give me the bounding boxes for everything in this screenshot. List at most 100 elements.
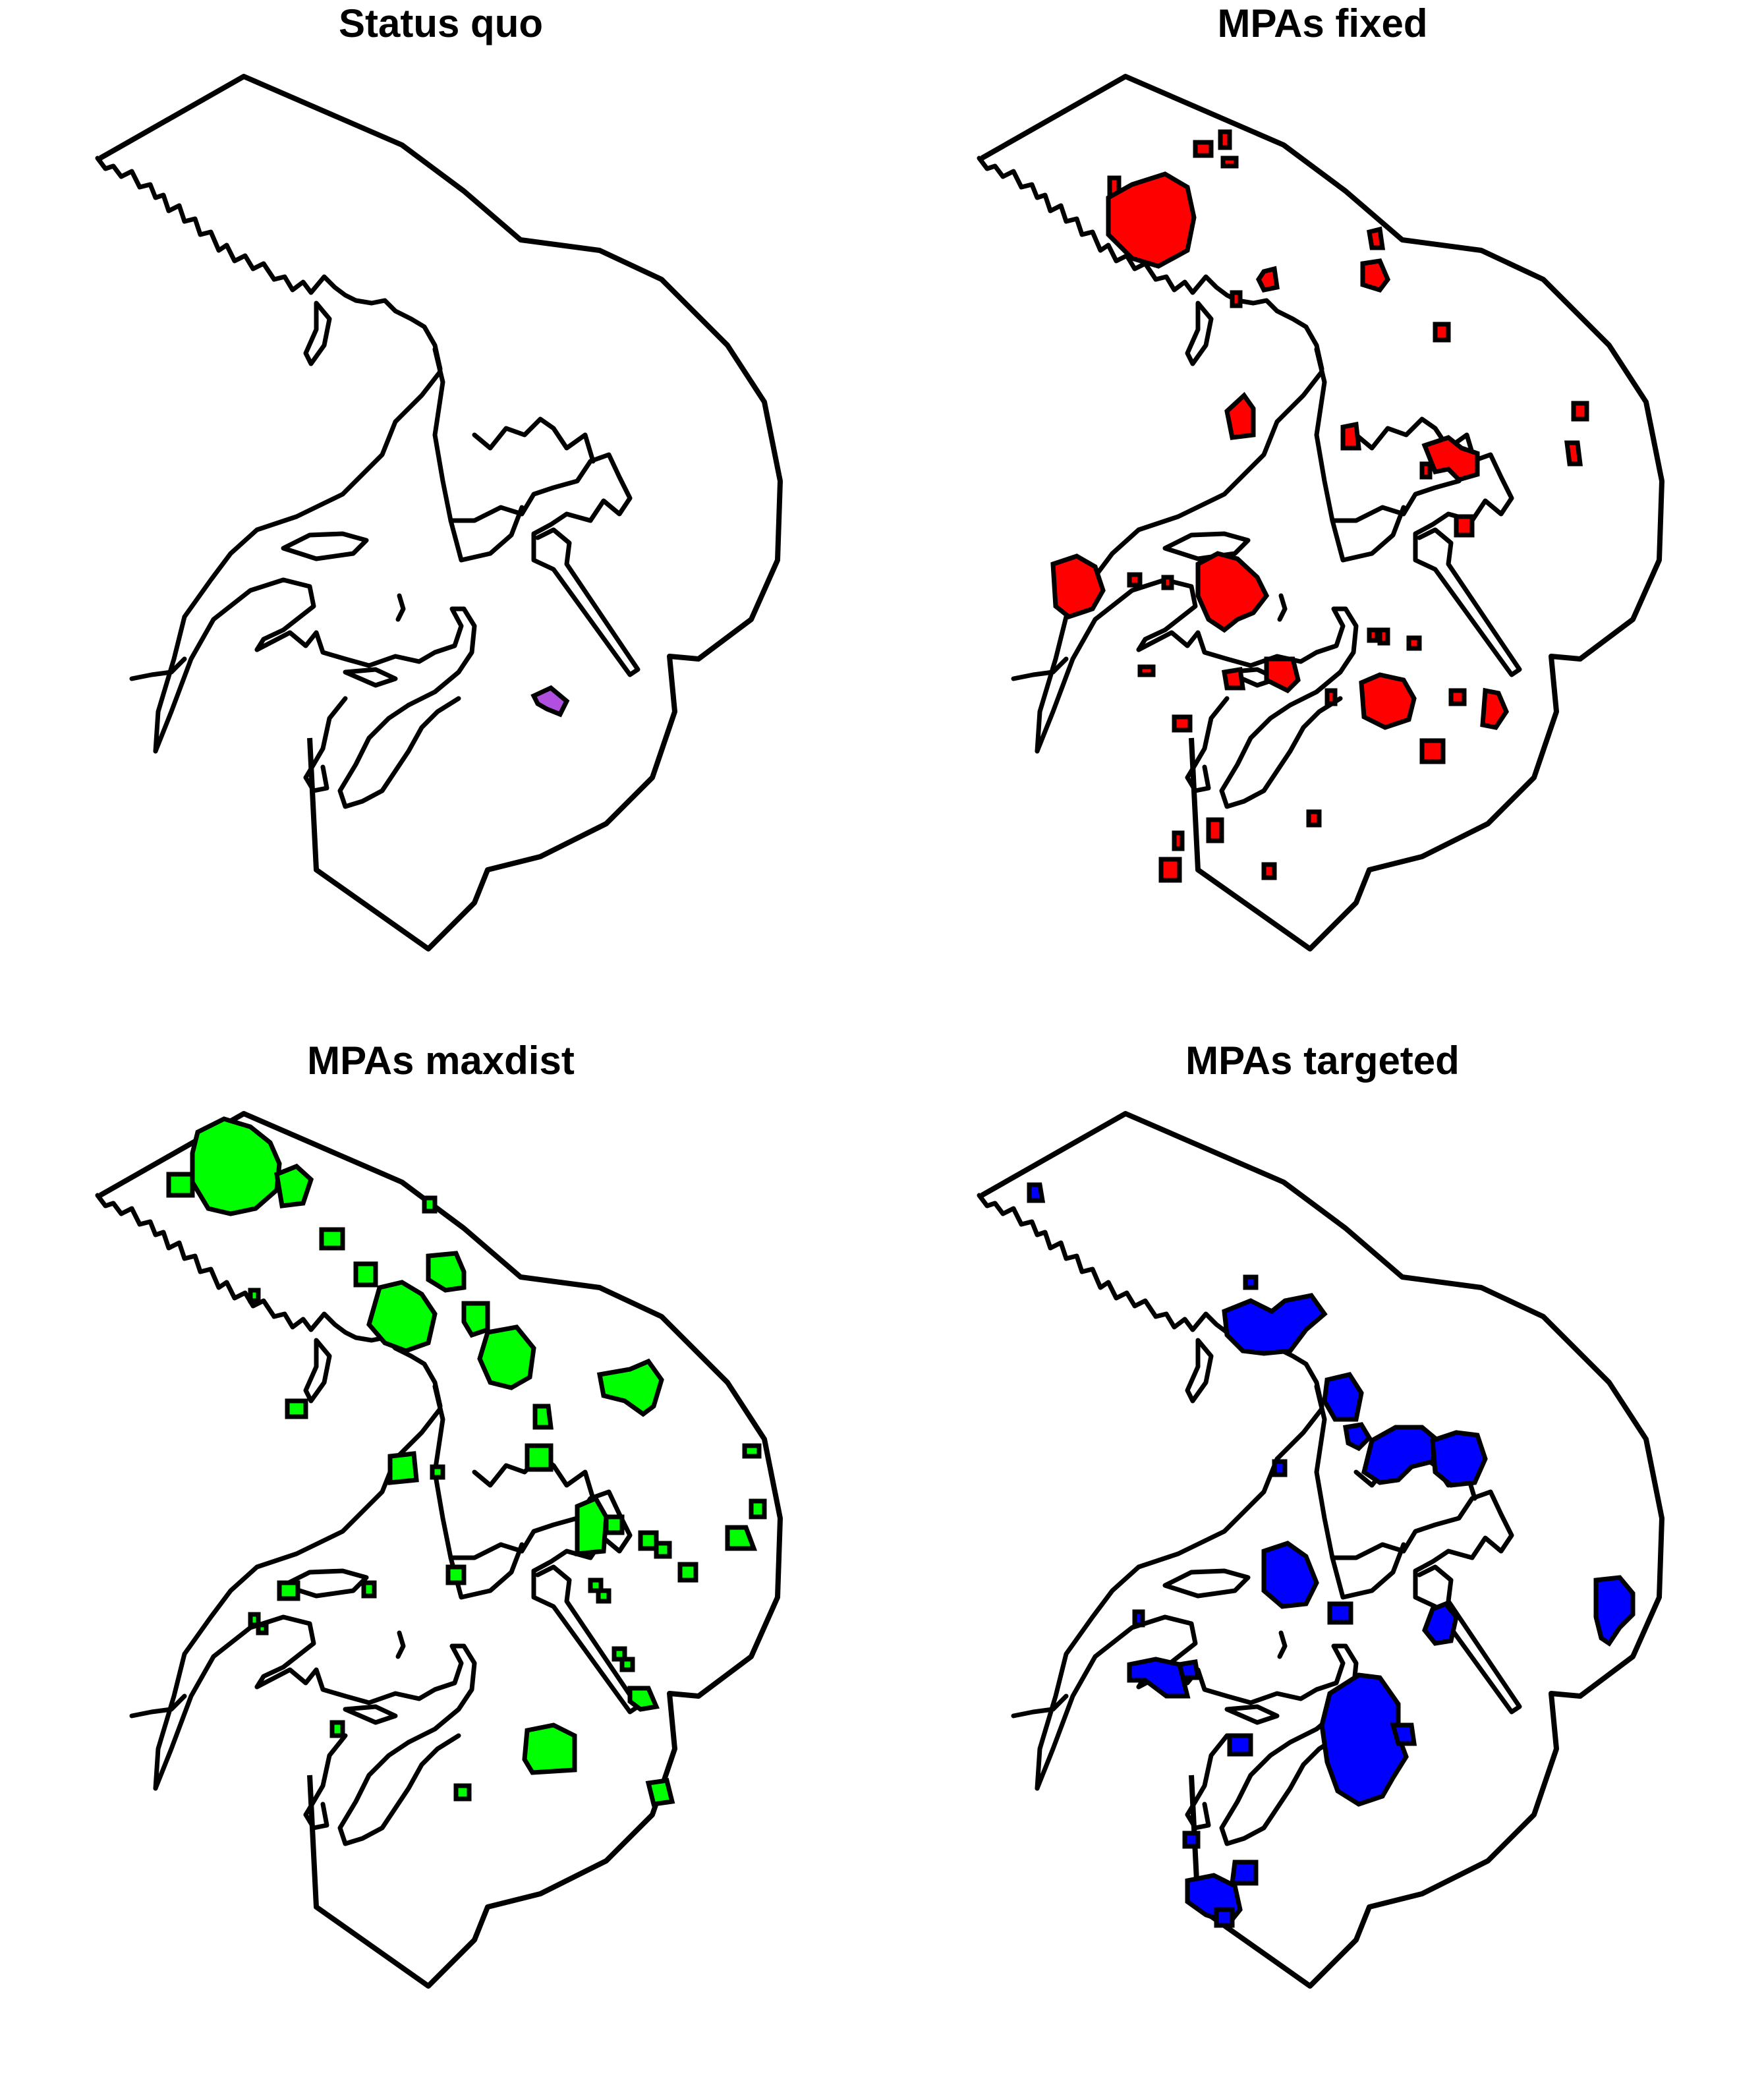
mpa-polygon	[1195, 551, 1270, 633]
mpa-polygon	[1230, 290, 1243, 308]
mpa-layer	[530, 685, 570, 718]
mpa-polygon	[596, 1358, 664, 1417]
map-panel-mpas-fixed: MPAs fixed	[882, 0, 1763, 1037]
mpa-polygon	[1220, 156, 1239, 169]
mpa-polygon	[1264, 656, 1301, 694]
mpa-polygon	[677, 1562, 698, 1583]
mpa-polygon	[256, 1622, 269, 1635]
mpa-polygon	[604, 1514, 625, 1535]
mpa-polygon	[329, 1720, 345, 1738]
base-map	[98, 76, 780, 949]
mpa-polygon	[248, 1288, 261, 1303]
map-svg	[0, 0, 882, 1037]
map-svg	[0, 1037, 882, 2074]
mpa-polygon	[1564, 440, 1583, 467]
mpa-polygon	[461, 1301, 490, 1338]
panel-title: MPAs fixed	[1217, 1, 1428, 45]
mpa-polygon	[1319, 1672, 1409, 1807]
mpa-polygon	[1421, 435, 1480, 482]
mpa-polygon	[525, 1443, 554, 1472]
mpa-polygon	[1224, 391, 1256, 440]
mpa-polygon	[1406, 635, 1422, 651]
map-panel-mpas-maxdist: MPAs maxdist	[0, 1037, 882, 2074]
mpa-polygon	[532, 1404, 554, 1430]
mpa-polygon	[1367, 226, 1386, 250]
mpa-polygon	[1430, 1430, 1488, 1488]
mpa-polygon	[1182, 1831, 1201, 1849]
panel-title: MPAs maxdist	[307, 1038, 575, 1083]
mpa-polygon	[1359, 672, 1417, 730]
mpa-polygon	[575, 1495, 609, 1556]
mpa-polygon	[1106, 171, 1197, 269]
mpa-polygon	[530, 685, 570, 718]
mpa-polygon	[749, 1498, 767, 1520]
mpa-polygon	[1132, 1609, 1145, 1628]
mpa-polygon	[1419, 461, 1433, 480]
mpa-polygon	[1419, 738, 1446, 764]
mpa-polygon	[742, 1443, 762, 1459]
mpa-polygon	[445, 1564, 467, 1585]
mpa-polygon	[1361, 1425, 1440, 1485]
panel-title: Status quo	[339, 1, 543, 45]
mpa-polygon	[1218, 129, 1232, 150]
mpa-polygon	[1327, 1601, 1353, 1625]
mpa-polygon	[1342, 1422, 1373, 1452]
mpa-polygon	[1322, 1372, 1364, 1422]
mpa-polygon	[319, 1227, 345, 1251]
mpa-polygon	[1433, 322, 1451, 343]
mpa-polygon	[596, 1588, 612, 1604]
mpa-polygon	[1214, 1907, 1235, 1928]
mpa-polygon	[725, 1525, 758, 1551]
mpa-layer	[166, 1116, 767, 1807]
mpa-polygon	[1261, 862, 1277, 880]
mpa-polygon	[422, 1195, 438, 1214]
map-panel-mpas-targeted: MPAs targeted	[882, 1037, 1763, 2074]
mpa-polygon	[277, 1580, 300, 1601]
mpa-polygon	[1206, 817, 1224, 843]
mpa-polygon	[645, 1778, 675, 1807]
mpa-polygon	[1340, 421, 1361, 451]
mpa-polygon	[627, 1686, 660, 1712]
mpa-polygon	[387, 1451, 419, 1485]
map-svg	[882, 0, 1763, 1037]
mpa-polygon	[1050, 554, 1106, 619]
mpa-layer	[1027, 1182, 1636, 1928]
mpa-layer	[1050, 129, 1589, 883]
mpa-polygon	[453, 1783, 472, 1802]
mpa-polygon	[1172, 830, 1185, 851]
mpa-polygon	[1158, 857, 1182, 883]
mpa-polygon	[1324, 688, 1338, 706]
mpa-polygon	[1193, 140, 1214, 158]
mpa-polygon	[1227, 1733, 1253, 1757]
mpa-polygon	[1272, 1459, 1288, 1477]
mpa-polygon	[426, 1251, 467, 1293]
mpa-polygon	[285, 1398, 308, 1419]
mpa-polygon	[1221, 666, 1246, 691]
mpa-polygon	[619, 1657, 635, 1672]
mpa-polygon	[1377, 627, 1390, 646]
map-svg	[882, 1037, 1763, 2074]
mpa-polygon	[353, 1261, 378, 1288]
mpa-polygon	[1172, 714, 1193, 733]
mpa-polygon	[1243, 1274, 1259, 1290]
mpa-polygon	[1593, 1575, 1636, 1647]
mpa-polygon	[366, 1280, 438, 1353]
mpa-polygon	[1448, 688, 1467, 706]
mpa-polygon	[1360, 258, 1391, 293]
mpa-polygon	[1161, 575, 1174, 590]
base-map	[979, 1114, 1662, 1986]
panel-title: MPAs targeted	[1185, 1038, 1460, 1083]
mpa-polygon	[1261, 1541, 1319, 1609]
mpa-polygon	[1255, 266, 1280, 293]
mpa-polygon	[1480, 687, 1509, 730]
mpa-polygon	[654, 1541, 672, 1559]
mpa-polygon	[1127, 1657, 1191, 1699]
mpa-polygon	[1222, 1293, 1328, 1356]
base-map	[98, 1114, 780, 1986]
mpa-polygon	[1127, 572, 1143, 588]
mpa-polygon	[1306, 809, 1322, 828]
mpa-polygon	[1027, 1182, 1046, 1203]
mpa-polygon	[1571, 401, 1589, 422]
mpa-polygon	[638, 1530, 659, 1551]
mpa-polygon	[166, 1172, 195, 1198]
